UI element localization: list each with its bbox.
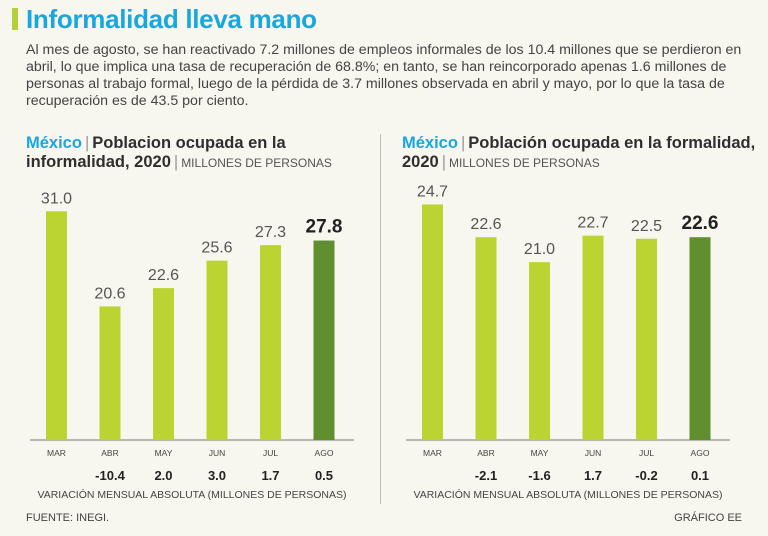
title-accent-bar	[12, 8, 18, 30]
heading-separator: |	[460, 134, 466, 152]
chart-unit: MILLONES DE PERSONAS	[181, 156, 332, 170]
chart-unit: MILLONES DE PERSONAS	[449, 156, 600, 170]
variation-label: -0.2	[635, 468, 657, 483]
bar-mar	[46, 211, 67, 440]
x-tick-label: MAY	[531, 448, 549, 458]
variation-label: 2.0	[154, 468, 172, 483]
bar-may	[153, 288, 174, 440]
formal-bar-chart: 24.7 MAR 22.6 ABR -2.1 21.0 MAY -1.6 22.7 JUN 1.7 2…	[406, 183, 730, 501]
x-tick-label: MAR	[423, 448, 442, 458]
heading-separator: |	[441, 153, 447, 171]
chart-heading: México | Poblacion ocupada en la informali…	[26, 134, 384, 173]
heading-separator: |	[173, 153, 179, 171]
bar-jun	[206, 260, 228, 440]
page-title: Informalidad lleva mano	[26, 4, 317, 34]
bar-jul	[260, 245, 281, 440]
chart-title: Poblacion ocupada en la informalidad, 20…	[26, 134, 286, 171]
heading-separator: |	[84, 134, 90, 152]
bar-abr	[475, 237, 497, 440]
x-tick-label: AGO	[315, 448, 334, 458]
chart-country: México	[402, 134, 458, 152]
data-label: 22.6	[148, 267, 179, 284]
bar-ago	[313, 240, 335, 440]
data-label: 25.6	[201, 240, 232, 257]
intro-text: Al mes de agosto, se han reactivado 7.2 …	[26, 42, 742, 109]
data-label: 22.7	[577, 215, 608, 232]
chart-heading: México | Población ocupada en la formalida…	[402, 134, 760, 173]
bar-ago	[689, 237, 711, 440]
credit-note: GRÁFICO EE	[674, 512, 742, 524]
data-label: 27.3	[255, 224, 286, 241]
variation-label: 1.7	[584, 468, 602, 483]
variation-label: -1.6	[528, 468, 550, 483]
variation-label: 0.5	[315, 468, 333, 483]
variation-label: 1.7	[261, 468, 279, 483]
chart-panel-informal: México | Poblacion ocupada en la informali…	[26, 134, 384, 508]
source-note: FUENTE: INEGI.	[26, 512, 110, 524]
data-label: 22.6	[682, 213, 719, 234]
x-tick-label: ABR	[101, 448, 118, 458]
data-label: 24.7	[417, 183, 448, 200]
bar-abr	[99, 306, 121, 440]
variation-axis-title: VARIACIÓN MENSUAL ABSOLUTA (MILLONES DE …	[413, 488, 722, 501]
informal-bar-chart: 31.0 MAR 20.6 ABR -10.4 22.6 MAY 2.0 25.6 JUN 3.0 2…	[30, 190, 354, 501]
panel-divider	[380, 134, 381, 504]
bar-may	[529, 262, 550, 440]
variation-axis-title: VARIACIÓN MENSUAL ABSOLUTA (MILLONES DE …	[37, 488, 346, 501]
x-tick-label: JUL	[263, 448, 278, 458]
data-label: 22.6	[470, 216, 501, 233]
chart-panel-formal: México | Población ocupada en la formalida…	[402, 134, 760, 508]
data-label: 20.6	[94, 285, 125, 302]
bar-mar	[422, 204, 443, 440]
variation-label: -2.1	[475, 468, 497, 483]
chart-title: Población ocupada en la formalidad, 2020	[402, 134, 756, 171]
x-tick-label: JUN	[585, 448, 602, 458]
data-label: 21.0	[524, 241, 555, 258]
x-tick-label: JUL	[639, 448, 654, 458]
variation-label: 0.1	[691, 468, 709, 483]
bar-jul	[636, 238, 657, 440]
x-tick-label: ABR	[477, 448, 494, 458]
variation-label: 3.0	[208, 468, 226, 483]
x-tick-label: MAY	[155, 448, 173, 458]
variation-label: -10.4	[95, 468, 125, 483]
data-label: 31.0	[41, 190, 72, 207]
x-tick-label: MAR	[47, 448, 66, 458]
x-tick-label: AGO	[691, 448, 710, 458]
data-label: 22.5	[631, 218, 662, 235]
x-tick-label: JUN	[209, 448, 226, 458]
data-label: 27.8	[306, 217, 343, 238]
bar-jun	[582, 235, 604, 440]
chart-country: México	[26, 134, 82, 152]
